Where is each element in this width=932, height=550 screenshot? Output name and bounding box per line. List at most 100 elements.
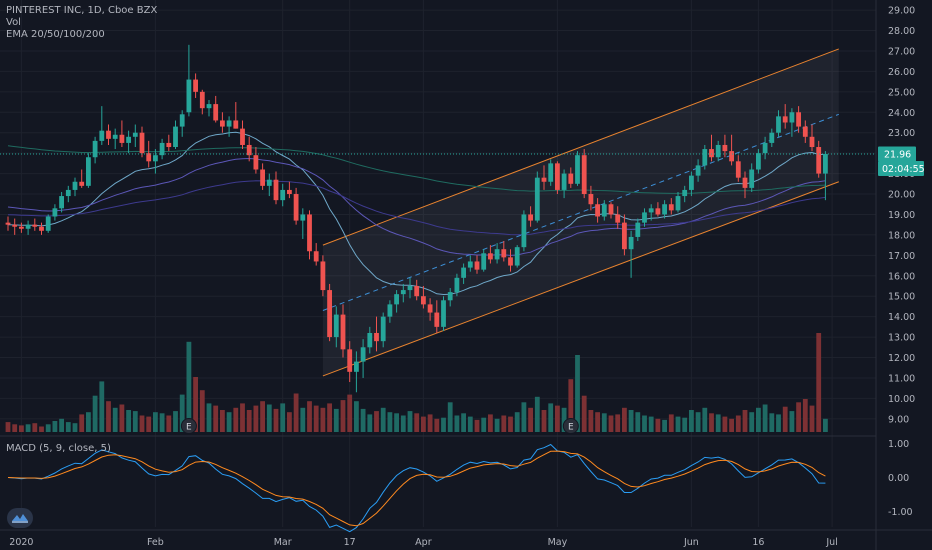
volume-bar <box>695 412 701 432</box>
volume-bar <box>421 416 426 432</box>
price-tick-label: 12.00 <box>888 353 915 364</box>
volume-bar <box>407 411 413 432</box>
volume-bar <box>287 412 292 432</box>
candle-body <box>662 204 667 215</box>
price-tick-label: 18.00 <box>888 230 915 241</box>
volume-bar <box>802 399 808 432</box>
price-tick-label: 17.00 <box>888 251 915 262</box>
candle-body <box>307 214 312 252</box>
candle-body <box>132 132 138 137</box>
candle-body <box>153 155 158 162</box>
volume-bar <box>548 403 554 432</box>
volume-bar <box>541 410 547 432</box>
volume-bar <box>581 395 587 432</box>
volume-bar <box>354 401 359 432</box>
candle-body <box>508 257 513 266</box>
volume-bar <box>555 405 560 432</box>
volume-bar <box>12 424 18 432</box>
candle-body <box>709 149 714 158</box>
price-tick-label: 9.00 <box>888 414 909 425</box>
candles <box>0 44 876 393</box>
volume-bar <box>454 415 460 432</box>
candle-body <box>749 169 755 188</box>
candle-body <box>266 179 272 186</box>
volume-bar <box>307 401 312 432</box>
price-tick-label: 26.00 <box>888 67 915 78</box>
volume-bar <box>742 410 748 432</box>
candle-body <box>615 214 621 223</box>
candle-body <box>628 236 634 250</box>
volume-bar <box>414 413 420 432</box>
volume-bar <box>126 410 131 432</box>
candle-body <box>374 332 379 342</box>
price-tick-label: 14.00 <box>888 312 915 323</box>
macd-legend: MACD (5, 9, close, 5) <box>6 443 111 454</box>
volume-bar <box>233 407 239 432</box>
volume-bar <box>139 415 145 432</box>
volume-bar <box>260 401 265 432</box>
price-tick-label: 27.00 <box>888 46 915 57</box>
candle-body <box>220 120 225 127</box>
volume-bar <box>39 426 44 432</box>
candle-body <box>126 136 131 143</box>
price-tick-label: 20.00 <box>888 190 915 201</box>
volume-bar <box>816 333 822 432</box>
candle-body <box>347 349 353 372</box>
candle-body <box>99 130 105 141</box>
volume-bar <box>514 412 520 432</box>
volume-bar <box>501 415 507 432</box>
volume-bar <box>715 414 721 432</box>
volume-bar <box>72 423 78 432</box>
earnings-label: E <box>568 423 574 433</box>
candle-body <box>320 261 326 291</box>
candle-body <box>233 120 239 129</box>
volume-bar <box>79 414 85 432</box>
volume-bar <box>240 403 245 432</box>
candle-body <box>12 224 18 227</box>
volume-bar <box>729 418 734 432</box>
candle-body <box>461 267 466 278</box>
candle-body <box>260 169 265 186</box>
volume-bar <box>400 415 406 432</box>
earnings-label: E <box>186 423 192 433</box>
candle-body <box>809 136 815 148</box>
last-price-label: 21.96 <box>884 149 911 160</box>
time-tick-label: 2020 <box>9 537 33 548</box>
volume-bar <box>25 424 31 432</box>
volume-bar <box>508 416 513 432</box>
candle-body <box>52 208 58 217</box>
volume-bar <box>809 405 815 432</box>
symbol-title: PINTEREST INC, 1D, Cboe BZX <box>6 5 158 16</box>
candle-body <box>407 285 413 291</box>
candle-body <box>280 189 286 201</box>
volume-bar <box>246 410 252 432</box>
candle-body <box>715 144 721 158</box>
volume-bar <box>300 407 306 432</box>
candle-body <box>25 224 31 229</box>
volume-bar <box>642 415 647 432</box>
candle-body <box>380 316 386 342</box>
candle-body <box>86 157 91 186</box>
candle-body <box>534 177 540 221</box>
volume-bar <box>119 404 125 432</box>
volume-bar <box>367 414 373 432</box>
volume-bar <box>146 416 152 432</box>
volume-bar <box>796 402 801 432</box>
volume-bar <box>65 422 71 432</box>
tradingview-icon[interactable] <box>7 508 33 528</box>
candle-body <box>146 153 152 162</box>
volume-bar <box>179 394 185 432</box>
volume-bar <box>615 414 621 432</box>
signal-line <box>7 450 826 527</box>
candle-body <box>240 128 245 145</box>
candle-body <box>19 226 24 229</box>
volume-bar <box>206 403 212 432</box>
candle-body <box>5 222 11 225</box>
candle-body <box>595 204 600 217</box>
candle-body <box>521 214 527 248</box>
macd-tick-label: 1.00 <box>888 439 909 450</box>
volume-bar <box>595 412 600 432</box>
candle-body <box>756 153 761 170</box>
